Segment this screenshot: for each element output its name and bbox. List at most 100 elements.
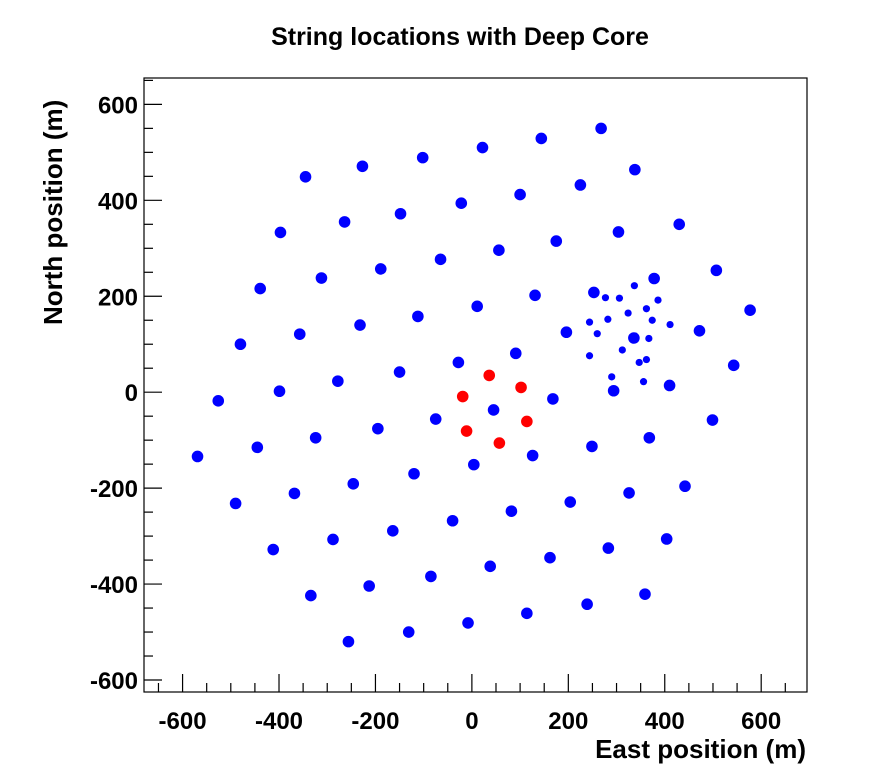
string-point <box>586 440 598 453</box>
string-point <box>455 197 468 209</box>
string-point <box>544 551 556 564</box>
string-point <box>710 264 723 277</box>
string-point <box>505 505 518 517</box>
string-point <box>471 300 483 313</box>
string-point <box>416 151 429 164</box>
string-point <box>654 296 662 304</box>
deep-core-string-point <box>515 381 527 394</box>
string-point <box>628 333 636 341</box>
y-tick-label: -400 <box>90 572 138 599</box>
string-point <box>581 598 593 611</box>
string-point <box>564 496 577 508</box>
string-point <box>293 328 306 340</box>
string-point <box>309 431 322 444</box>
string-point <box>574 179 587 191</box>
string-point <box>693 324 706 337</box>
x-tick-label: 600 <box>741 708 781 735</box>
x-tick-label: 0 <box>465 708 478 735</box>
axes: -600 -400 -200 0 200 400 600 -600 -400 -200 0 200 40… <box>90 79 786 735</box>
x-axis-label: East position (m) <box>595 734 806 764</box>
plot-frame <box>143 77 808 693</box>
string-point <box>412 310 424 323</box>
string-point <box>663 379 676 392</box>
string-point <box>635 358 643 367</box>
string-point <box>394 207 407 220</box>
string-point <box>229 497 242 510</box>
string-point <box>648 316 656 324</box>
string-point <box>666 320 674 329</box>
string-point <box>299 171 312 183</box>
string-point <box>593 330 601 338</box>
string-point <box>363 580 375 592</box>
string-point <box>251 441 264 454</box>
deep-core-string-point <box>483 369 496 382</box>
string-point <box>521 607 533 620</box>
string-point <box>623 487 635 499</box>
string-point <box>212 395 225 407</box>
string-point <box>446 514 459 527</box>
string-point <box>338 216 351 228</box>
string-point <box>595 122 607 135</box>
string-point <box>305 589 317 602</box>
string-point <box>601 294 610 302</box>
y-tick-label: 400 <box>98 188 138 215</box>
x-tick-label: -400 <box>255 708 303 735</box>
string-point <box>618 346 626 354</box>
deep-core-string-point <box>456 390 469 403</box>
string-point <box>393 366 406 378</box>
string-point <box>608 373 616 381</box>
string-point <box>402 626 415 638</box>
string-point <box>615 294 624 302</box>
string-point <box>744 304 756 316</box>
chart-title: String locations with Deep Core <box>271 23 649 51</box>
string-point <box>673 218 686 231</box>
string-point <box>560 326 573 339</box>
string-point <box>639 378 648 386</box>
string-point <box>643 431 656 444</box>
string-point <box>679 480 691 493</box>
y-tick-label: -600 <box>90 668 138 695</box>
string-point <box>347 478 360 490</box>
string-point <box>535 132 548 145</box>
string-point <box>660 533 673 545</box>
string-point <box>630 282 638 290</box>
string-point <box>434 253 447 266</box>
string-point <box>354 319 366 331</box>
string-point <box>529 289 541 302</box>
string-point <box>588 286 600 299</box>
string-point <box>642 355 651 364</box>
deep-core-string-point <box>460 425 473 437</box>
string-point <box>484 560 497 573</box>
string-point <box>315 272 328 284</box>
string-point <box>452 356 465 369</box>
string-point <box>642 305 651 313</box>
string-point <box>429 413 442 425</box>
string-point <box>607 384 620 397</box>
string-point <box>514 188 526 201</box>
x-tick-label: -600 <box>159 708 207 735</box>
string-point <box>509 347 522 360</box>
string-point <box>550 235 563 247</box>
deep-core-string-point <box>521 415 533 428</box>
string-point <box>468 458 480 471</box>
string-point <box>547 393 559 405</box>
string-point <box>648 272 660 285</box>
string-point <box>342 635 355 648</box>
string-point <box>332 375 344 387</box>
string-point <box>234 338 247 351</box>
y-tick-label: 0 <box>125 380 138 407</box>
string-point <box>604 315 612 323</box>
string-point <box>374 263 387 275</box>
data-points <box>191 122 756 648</box>
y-tick-label: 200 <box>98 284 138 311</box>
string-point <box>408 467 420 480</box>
string-point <box>493 244 505 257</box>
x-tick-label: 200 <box>548 708 588 735</box>
string-point <box>645 334 653 343</box>
string-point <box>387 525 399 537</box>
string-point <box>191 450 204 463</box>
x-tick-label: -200 <box>351 708 399 735</box>
string-point <box>706 414 719 426</box>
string-point <box>727 359 740 372</box>
